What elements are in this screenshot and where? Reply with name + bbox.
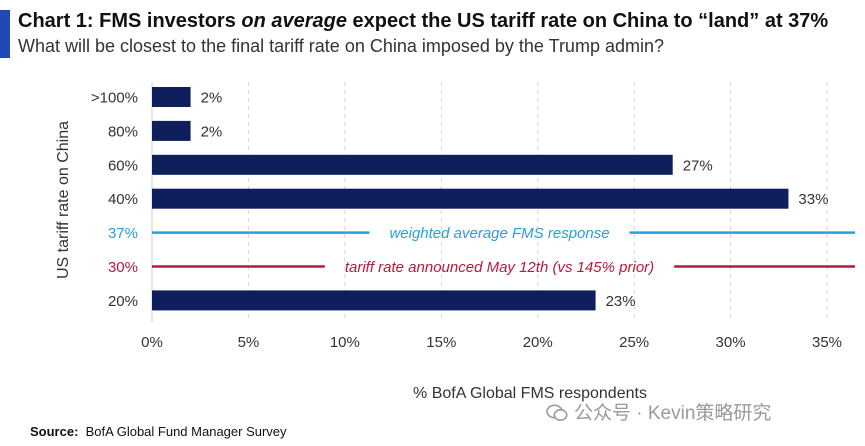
x-tick-label: 30% — [716, 334, 746, 351]
x-tick-label: 5% — [238, 334, 260, 351]
x-tick-label: 35% — [812, 334, 842, 351]
bar — [152, 154, 673, 175]
wechat-icon — [546, 404, 568, 421]
source-label: Source: — [30, 424, 79, 439]
x-tick-label: 20% — [523, 334, 553, 351]
x-tick-label: 25% — [619, 334, 649, 351]
watermark: 公众号 · Kevin策略研究 — [546, 398, 771, 425]
reference-line-label: tariff rate announced May 12th (vs 145% … — [345, 259, 654, 276]
y-tick-label: >100% — [91, 90, 138, 107]
bar — [152, 120, 191, 141]
chart-title: Chart 1: FMS investors on average expect… — [18, 10, 828, 33]
watermark-text: 公众号 · Kevin策略研究 — [574, 403, 772, 424]
y-tick-label: 37% — [108, 225, 138, 242]
y-tick-label: 60% — [108, 157, 138, 174]
x-tick-label: 0% — [141, 334, 163, 351]
title-accent-bar — [0, 10, 10, 58]
bar-value-label: 27% — [683, 157, 713, 174]
y-tick-label: 40% — [108, 191, 138, 208]
source-text: BofA Global Fund Manager Survey — [85, 424, 287, 439]
reference-line-label: weighted average FMS response — [389, 225, 609, 242]
chart-subtitle: What will be closest to the final tariff… — [18, 36, 664, 56]
bar — [152, 87, 191, 107]
y-tick-label: 20% — [108, 293, 138, 310]
title-prefix: Chart 1: FMS investors — [18, 10, 242, 32]
title-emphasis: on average — [241, 10, 347, 32]
bar-value-label: 33% — [798, 191, 828, 208]
y-tick-label: 30% — [108, 259, 138, 276]
x-tick-label: 10% — [330, 334, 360, 351]
x-axis-title: % BofA Global FMS respondents — [413, 385, 647, 402]
x-tick-label: 15% — [426, 334, 456, 351]
bar — [152, 290, 596, 311]
source-note: Source: BofA Global Fund Manager Survey — [30, 424, 287, 439]
bar-value-label: 2% — [201, 90, 223, 107]
bar-value-label: 2% — [201, 123, 223, 140]
y-axis-title: US tariff rate on China — [55, 121, 72, 279]
y-tick-label: 80% — [108, 123, 138, 140]
bar-value-label: 23% — [606, 293, 636, 310]
bar — [152, 188, 789, 209]
title-suffix: expect the US tariff rate on China to “l… — [347, 10, 829, 32]
